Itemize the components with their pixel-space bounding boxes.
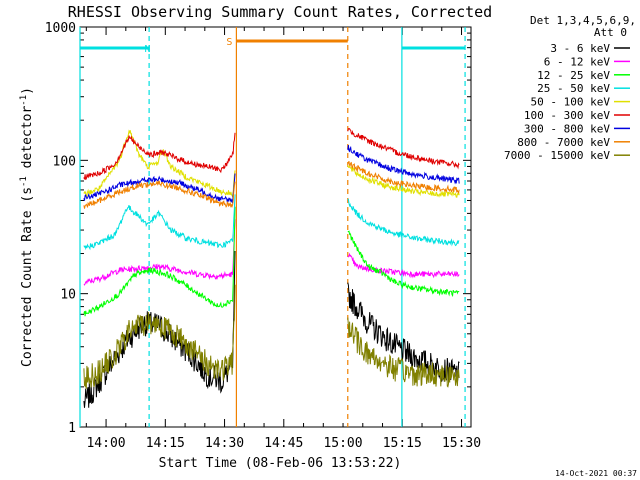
legend-label: 3 - 6 keV xyxy=(550,42,610,55)
flag-label: S xyxy=(226,37,232,48)
y-tick-label: 100 xyxy=(53,154,76,169)
y-axis: 1 10 100 1000 xyxy=(45,21,471,436)
x-tick-label: 14:00 xyxy=(86,436,125,451)
y-tick-label: 1000 xyxy=(45,21,76,36)
series-line xyxy=(347,128,460,170)
series-line xyxy=(347,161,460,194)
series-line xyxy=(83,219,236,286)
series-line xyxy=(83,132,236,181)
legend-label: 25 - 50 keV xyxy=(537,82,610,95)
series-line xyxy=(347,317,460,388)
y-tick-label: 10 xyxy=(60,288,76,303)
series-line xyxy=(347,198,460,247)
y-axis-label: Corrected Count Rate (s-1 detector-1) xyxy=(19,87,35,367)
chart-title: RHESSI Observing Summary Count Rates, Co… xyxy=(68,3,492,21)
series-line xyxy=(83,206,236,317)
x-tick-label: 14:45 xyxy=(264,436,303,451)
x-tick-label: 14:15 xyxy=(146,436,185,451)
x-tick-label: 15:00 xyxy=(323,436,362,451)
legend-header: Att 0 xyxy=(594,26,627,39)
series-line xyxy=(83,129,236,199)
series-line xyxy=(347,230,460,298)
footer-timestamp: 14-Oct-2021 00:37 xyxy=(555,469,637,478)
series-line xyxy=(83,173,236,204)
y-tick-label: 1 xyxy=(68,421,76,436)
series-line xyxy=(347,252,460,279)
legend-label: 300 - 800 keV xyxy=(524,122,610,135)
legend-label: 800 - 7000 keV xyxy=(517,136,610,149)
x-tick-label: 14:30 xyxy=(205,436,244,451)
x-axis-label: Start Time (08-Feb-06 13:53:22) xyxy=(159,456,402,471)
legend-label: 50 - 100 keV xyxy=(531,96,611,109)
series-line xyxy=(83,194,236,251)
series-line xyxy=(347,164,460,198)
x-axis: 14:00 14:15 14:30 14:45 15:00 15:15 15:30 xyxy=(85,27,481,451)
legend-label: 7000 - 15000 keV xyxy=(504,149,610,162)
flag-label: N xyxy=(145,44,151,55)
legend-label: 100 - 300 keV xyxy=(524,109,610,122)
legend-header: Det 1,3,4,5,6,9, xyxy=(530,14,636,27)
legend-label: 6 - 12 keV xyxy=(544,55,611,68)
x-tick-label: 15:30 xyxy=(442,436,481,451)
series-line xyxy=(83,284,236,389)
series-line xyxy=(83,180,236,209)
observing-flags: NS xyxy=(79,27,466,427)
series-line xyxy=(347,145,460,185)
series-layer xyxy=(83,128,460,408)
x-tick-label: 15:15 xyxy=(383,436,422,451)
legend-label: 12 - 25 keV xyxy=(537,69,610,82)
